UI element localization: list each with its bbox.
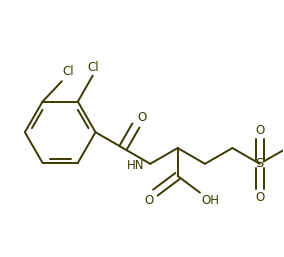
Text: O: O <box>137 111 147 124</box>
Text: O: O <box>255 191 264 204</box>
Text: Cl: Cl <box>87 61 99 74</box>
Text: S: S <box>256 157 264 170</box>
Text: OH: OH <box>201 194 220 207</box>
Text: HN: HN <box>127 159 145 172</box>
Text: O: O <box>145 194 154 207</box>
Text: Cl: Cl <box>63 65 74 78</box>
Text: O: O <box>255 124 264 137</box>
